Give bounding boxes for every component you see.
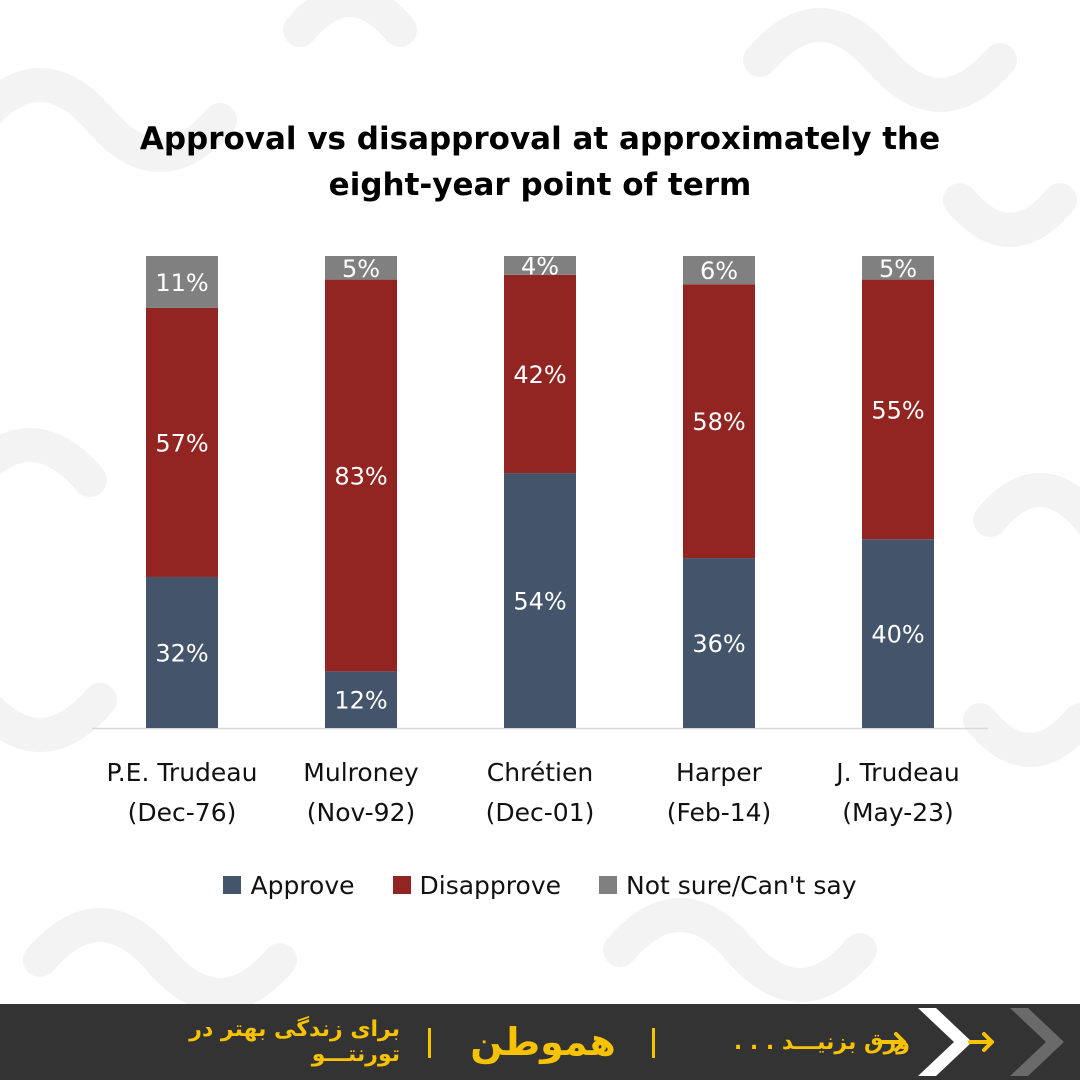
data-label-not-sure-can-t-say-mulroney: 5%: [342, 255, 380, 283]
stacked-bar-chart: 32% 57% 11% P.E. Trudeau (Dec-76) 12% 83% 5% Mul…: [92, 252, 988, 827]
bar-not-sure-can-t-say-j-trudeau: [862, 256, 934, 280]
data-label-approve-j-trudeau: 40%: [871, 621, 924, 649]
data-label-approve-p-e-trudeau: 32%: [155, 639, 208, 667]
data-label-disapprove-j-trudeau: 55%: [871, 396, 924, 424]
legend-label-not-sure: Not sure/Can't say: [626, 870, 857, 900]
arrow-right-icon[interactable]: [968, 1032, 994, 1052]
x-tick-label-j-trudeau-line-2: (May-23): [842, 798, 954, 827]
bar-disapprove-chr-tien: [504, 274, 576, 474]
data-label-not-sure-can-t-say-p-e-trudeau: 11%: [155, 269, 208, 297]
bar-not-sure-can-t-say-p-e-trudeau: [146, 256, 218, 308]
x-tick-label-p-e-trudeau-line-2: (Dec-76): [128, 798, 237, 827]
data-label-approve-mulroney: 12%: [334, 687, 387, 715]
bar-approve-p-e-trudeau: [146, 576, 218, 728]
bar-approve-mulroney: [325, 671, 397, 728]
x-tick-label-p-e-trudeau-line-1: P.E. Trudeau: [107, 758, 258, 787]
bar-approve-chr-tien: [504, 473, 576, 728]
chart-title: Approval vs disapproval at approximately…: [90, 116, 990, 208]
data-label-not-sure-can-t-say-chr-tien: 4%: [521, 252, 559, 280]
bar-not-sure-can-t-say-mulroney: [325, 256, 397, 280]
data-label-disapprove-chr-tien: 42%: [513, 361, 566, 389]
data-label-approve-harper: 36%: [692, 630, 745, 658]
footer-separator-left: [428, 1028, 431, 1058]
bar-disapprove-j-trudeau: [862, 279, 934, 540]
chevron-right-icon: [1010, 1008, 1064, 1076]
legend-label-approve: Approve: [250, 870, 355, 900]
bar-not-sure-can-t-say-harper: [683, 256, 755, 285]
legend-swatch-not-sure: [599, 876, 617, 894]
data-label-disapprove-p-e-trudeau: 57%: [155, 429, 208, 457]
chart-legend: Approve Disapprove Not sure/Can't say: [0, 862, 1080, 908]
bar-not-sure-can-t-say-chr-tien: [504, 256, 576, 275]
bar-disapprove-harper: [683, 284, 755, 559]
legend-item-not-sure: Not sure/Can't say: [599, 871, 857, 900]
footer-bar: برای زندگی بهتر در تورنتـــو هموطن ورق ب…: [0, 1004, 1080, 1080]
x-tick-label-harper-line-2: (Feb-14): [667, 798, 772, 827]
x-tick-label-chr-tien-line-1: Chrétien: [487, 758, 593, 787]
legend-swatch-disapprove: [392, 876, 411, 894]
x-tick-label-chr-tien-line-2: (Dec-01): [486, 798, 595, 827]
data-label-disapprove-harper: 58%: [692, 408, 745, 436]
x-tick-label-mulroney-line-2: (Nov-92): [307, 798, 415, 827]
data-label-not-sure-can-t-say-harper: 6%: [700, 257, 738, 285]
x-tick-label-j-trudeau-line-1: J. Trudeau: [834, 758, 959, 787]
legend-label-disapprove: Disapprove: [419, 870, 561, 900]
bar-approve-harper: [683, 558, 755, 728]
chart-title-line-2: eight-year point of term: [328, 167, 752, 203]
x-tick-label-mulroney-line-1: Mulroney: [303, 758, 419, 787]
data-label-not-sure-can-t-say-j-trudeau: 5%: [879, 255, 917, 283]
legend-item-approve: Approve: [223, 870, 355, 900]
arrow-right-icon[interactable]: [880, 1032, 906, 1052]
footer-separator-right: [652, 1028, 655, 1058]
bar-disapprove-mulroney: [325, 279, 397, 672]
legend-swatch-approve: [223, 876, 242, 894]
bar-approve-j-trudeau: [862, 539, 934, 728]
footer-brand-logo: هموطن: [470, 1020, 616, 1064]
bar-disapprove-p-e-trudeau: [146, 307, 218, 577]
legend-item-disapprove: Disapprove: [392, 870, 561, 900]
chart-title-line-1: Approval vs disapproval at approximately…: [139, 121, 941, 157]
chevron-right-icon: [918, 1008, 972, 1076]
data-label-approve-chr-tien: 54%: [513, 588, 566, 616]
x-tick-label-harper-line-1: Harper: [676, 758, 763, 787]
data-label-disapprove-mulroney: 83%: [334, 462, 387, 490]
footer-navigation-arrows[interactable]: [0, 1004, 1080, 1080]
